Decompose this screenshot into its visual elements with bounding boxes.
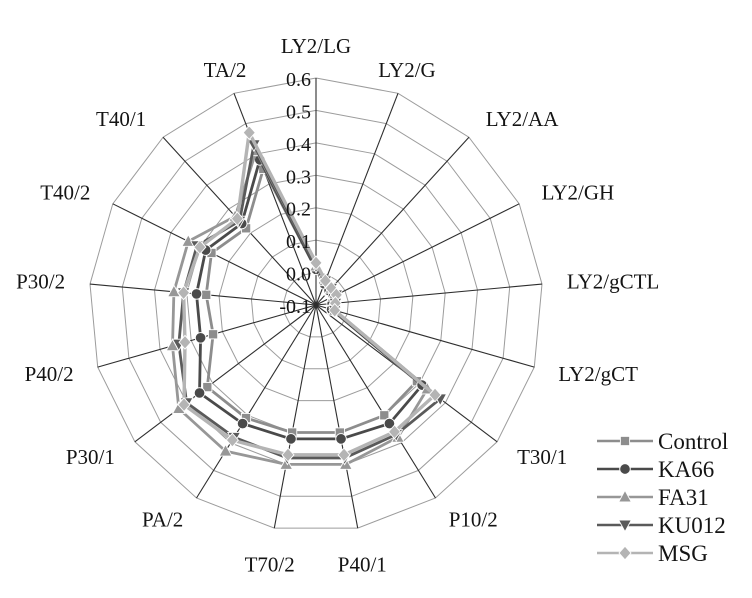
axis-spoke xyxy=(315,304,359,529)
circle-marker-icon xyxy=(335,433,347,445)
legend-label: KU012 xyxy=(658,512,726,538)
triangle-down-marker-icon xyxy=(597,519,653,533)
grid-ring xyxy=(250,239,382,370)
category-label: P30/1 xyxy=(66,445,115,469)
legend-item-control: Control xyxy=(597,427,728,455)
category-label: P10/2 xyxy=(449,507,498,531)
category-label: LY2/AA xyxy=(486,107,559,131)
circle-marker-icon xyxy=(193,387,206,399)
grid-ring xyxy=(89,77,543,529)
category-label: P40/1 xyxy=(338,553,387,577)
diamond-marker-icon xyxy=(328,302,342,318)
axis-spoke xyxy=(315,283,543,306)
diamond-marker-icon xyxy=(337,447,351,463)
axis-spoke xyxy=(196,304,317,499)
axis-spoke xyxy=(315,136,470,306)
legend-item-ka66: KA66 xyxy=(597,455,728,483)
axis-spoke xyxy=(273,304,317,529)
diamond-marker-icon xyxy=(428,387,442,403)
triangle-up-marker-icon xyxy=(338,456,353,470)
circle-marker-icon xyxy=(190,288,203,300)
triangle-up-marker-icon xyxy=(617,489,633,503)
triangle-up-marker-icon xyxy=(218,443,233,457)
category-label: T70/2 xyxy=(245,553,295,577)
axis-spoke xyxy=(315,304,436,499)
square-marker-icon xyxy=(379,410,390,421)
category-label: PA/2 xyxy=(142,507,183,531)
category-label: T40/2 xyxy=(40,181,90,205)
triangle-up-marker-icon xyxy=(166,284,181,298)
diamond-marker-icon xyxy=(193,239,207,255)
legend-label: KA66 xyxy=(658,456,715,482)
axis-spoke xyxy=(315,93,399,306)
axis-spoke xyxy=(315,304,535,368)
square-marker-icon xyxy=(597,435,653,447)
category-label: T40/1 xyxy=(96,107,146,131)
category-label: P30/2 xyxy=(16,270,65,294)
category-label: TA/2 xyxy=(204,58,247,82)
category-label: LY2/LG xyxy=(281,34,351,58)
r-axis-tick-label: 0.1 xyxy=(286,231,311,253)
diamond-marker-icon xyxy=(225,432,239,448)
circle-marker-icon xyxy=(619,463,631,475)
triangle-up-marker-icon xyxy=(597,489,653,503)
r-axis-tick-label: 0.4 xyxy=(286,134,311,156)
category-label: LY2/G xyxy=(378,58,435,82)
circle-marker-icon xyxy=(236,417,249,430)
category-label: P40/2 xyxy=(25,362,74,386)
diamond-marker-icon xyxy=(230,211,244,227)
axis-spoke xyxy=(97,304,317,368)
square-marker-icon xyxy=(619,435,631,447)
circle-marker-icon xyxy=(285,433,297,445)
r-axis-tick-labels: 0.6 0.5 0.4 0.3 0.2 0.1 0.0 -0.1 xyxy=(279,69,311,318)
axis-spokes xyxy=(89,78,543,529)
r-axis-tick-label: 0.3 xyxy=(286,166,311,188)
legend-label: FA31 xyxy=(658,484,709,510)
axis-spoke xyxy=(134,304,317,443)
circle-marker-icon xyxy=(383,417,396,430)
circle-marker-icon xyxy=(194,332,207,344)
category-labels: LY2/LG LY2/G LY2/AA LY2/GH LY2/gCTL LY2/gCT T3… xyxy=(16,34,659,577)
diamond-marker-icon xyxy=(281,447,295,463)
category-label: LY2/gCTL xyxy=(567,270,659,294)
triangle-up-marker-icon xyxy=(279,456,294,470)
square-marker-icon xyxy=(208,329,219,340)
axis-spoke xyxy=(315,203,520,306)
diamond-marker-icon xyxy=(618,545,632,561)
legend: Control KA66 FA31 KU012 MSG xyxy=(597,427,728,567)
category-label: LY2/gCT xyxy=(558,362,638,386)
grid-ring xyxy=(283,272,349,338)
square-marker-icon xyxy=(201,289,212,300)
legend-label: Control xyxy=(658,428,729,454)
triangle-down-marker-icon xyxy=(617,519,633,533)
r-axis-tick-label: -0.1 xyxy=(279,296,311,318)
legend-item-msg: MSG xyxy=(597,539,728,567)
legend-item-ku012: KU012 xyxy=(597,511,728,539)
category-label: LY2/GH xyxy=(542,181,615,205)
diamond-marker-icon xyxy=(387,424,402,440)
legend-item-fa31: FA31 xyxy=(597,483,728,511)
diamond-marker-icon xyxy=(597,545,653,561)
diamond-marker-icon xyxy=(177,285,191,301)
r-axis-tick-label: 0.0 xyxy=(286,264,311,286)
series-msg xyxy=(177,125,442,463)
diamond-marker-icon xyxy=(242,125,256,141)
r-axis-tick-label: 0.2 xyxy=(286,199,311,221)
grid-ring xyxy=(121,109,511,497)
r-axis-tick-label: 0.5 xyxy=(286,101,311,123)
grid-ring xyxy=(218,207,414,402)
legend-label: MSG xyxy=(658,540,708,566)
circle-marker-icon xyxy=(597,463,653,475)
square-marker-icon xyxy=(202,382,213,393)
diamond-marker-icon xyxy=(309,255,323,271)
diamond-marker-icon xyxy=(178,334,192,350)
r-axis-tick-label: 0.6 xyxy=(286,69,311,91)
diamond-marker-icon xyxy=(177,397,191,413)
category-label: T30/1 xyxy=(517,445,567,469)
